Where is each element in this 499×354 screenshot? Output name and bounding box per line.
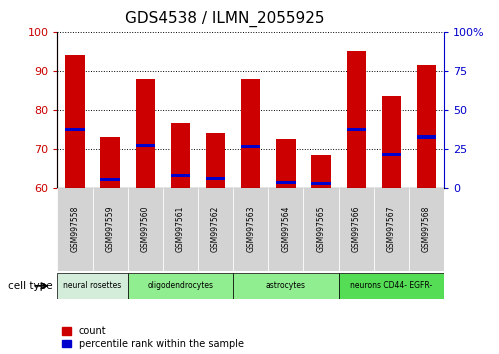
- Text: cell type: cell type: [8, 281, 52, 291]
- Text: neural rosettes: neural rosettes: [63, 281, 122, 290]
- Bar: [346, 128, 366, 131]
- FancyBboxPatch shape: [198, 188, 233, 271]
- Bar: [206, 177, 225, 180]
- Text: neurons CD44- EGFR-: neurons CD44- EGFR-: [350, 281, 433, 290]
- Bar: [276, 139, 295, 188]
- Bar: [311, 154, 331, 188]
- Bar: [276, 181, 295, 184]
- FancyBboxPatch shape: [233, 273, 339, 299]
- Bar: [171, 175, 190, 177]
- FancyBboxPatch shape: [128, 273, 233, 299]
- Bar: [346, 51, 366, 188]
- Bar: [382, 96, 401, 188]
- Bar: [206, 133, 225, 188]
- FancyBboxPatch shape: [339, 273, 444, 299]
- Text: GSM997566: GSM997566: [352, 206, 361, 252]
- FancyBboxPatch shape: [339, 188, 374, 271]
- Bar: [417, 65, 436, 188]
- FancyBboxPatch shape: [409, 188, 444, 271]
- Bar: [65, 55, 85, 188]
- FancyBboxPatch shape: [374, 188, 409, 271]
- FancyBboxPatch shape: [233, 188, 268, 271]
- Text: astrocytes: astrocytes: [266, 281, 306, 290]
- FancyBboxPatch shape: [128, 188, 163, 271]
- Bar: [417, 136, 436, 138]
- FancyBboxPatch shape: [57, 273, 128, 299]
- FancyBboxPatch shape: [163, 188, 198, 271]
- Text: GSM997562: GSM997562: [211, 206, 220, 252]
- Text: GSM997568: GSM997568: [422, 206, 431, 252]
- FancyBboxPatch shape: [268, 188, 303, 271]
- Bar: [382, 153, 401, 156]
- Bar: [100, 137, 120, 188]
- Legend: count, percentile rank within the sample: count, percentile rank within the sample: [62, 326, 244, 349]
- FancyBboxPatch shape: [92, 188, 128, 271]
- FancyBboxPatch shape: [303, 188, 339, 271]
- Text: GSM997563: GSM997563: [246, 206, 255, 252]
- Text: GSM997560: GSM997560: [141, 206, 150, 252]
- Text: GSM997558: GSM997558: [70, 206, 79, 252]
- Text: GDS4538 / ILMN_2055925: GDS4538 / ILMN_2055925: [125, 11, 324, 27]
- Bar: [136, 144, 155, 147]
- Text: GSM997564: GSM997564: [281, 206, 290, 252]
- Text: oligodendrocytes: oligodendrocytes: [147, 281, 214, 290]
- Text: GSM997567: GSM997567: [387, 206, 396, 252]
- Bar: [100, 178, 120, 181]
- Text: GSM997559: GSM997559: [106, 206, 115, 252]
- Bar: [171, 123, 190, 188]
- Text: GSM997565: GSM997565: [316, 206, 325, 252]
- Bar: [241, 145, 260, 148]
- Bar: [241, 79, 260, 188]
- Bar: [65, 128, 85, 131]
- Bar: [311, 182, 331, 185]
- Bar: [136, 79, 155, 188]
- FancyBboxPatch shape: [57, 188, 92, 271]
- Text: GSM997561: GSM997561: [176, 206, 185, 252]
